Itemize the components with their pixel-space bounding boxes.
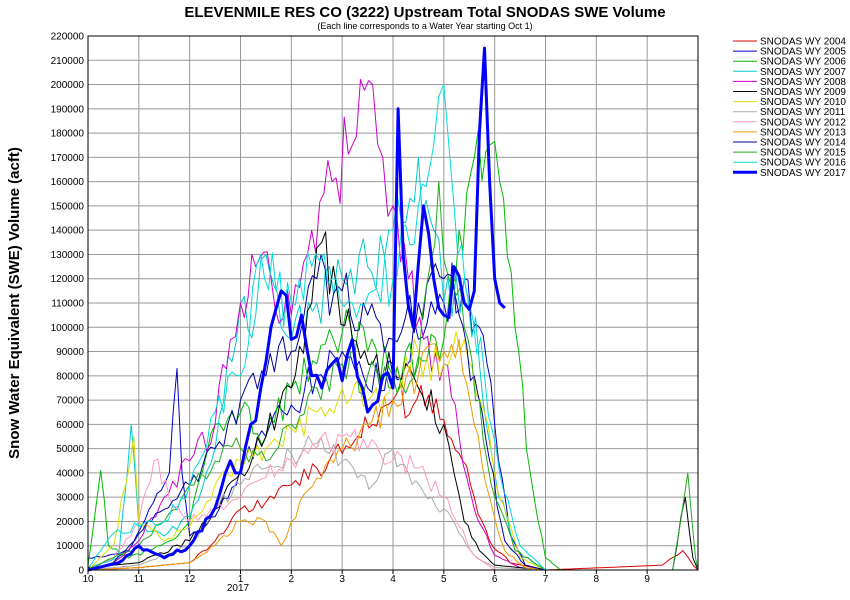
x-tick-label: 8 [594, 574, 600, 585]
y-tick-label: 40000 [56, 468, 84, 479]
x-axis-ticks: 10 11 12 1 2 3 4 5 6 7 8 9 [82, 570, 650, 585]
legend-entry: SNODAS WY 2012 [760, 117, 846, 128]
y-tick-label: 200000 [51, 80, 85, 91]
x-tick-label: 9 [644, 574, 650, 585]
x-tick-label: 11 [134, 574, 145, 585]
y-tick-label: 130000 [51, 250, 85, 261]
y-tick-label: 190000 [51, 104, 85, 115]
x-tick-label: 7 [543, 574, 549, 585]
y-tick-label: 210000 [51, 56, 85, 67]
plot-frame [87, 35, 699, 571]
y-axis-label: Snow Water Equivalent (SWE) Volume (acft… [6, 147, 23, 459]
chart-subtitle: (Each line corresponds to a Water Year s… [317, 21, 532, 31]
grid-lines [88, 36, 698, 570]
y-tick-label: 30000 [56, 493, 84, 504]
chart-title: ELEVENMILE RES CO (3222) Upstream Total … [184, 4, 665, 21]
legend-entry: SNODAS WY 2016 [760, 158, 846, 169]
y-tick-label: 60000 [56, 420, 84, 431]
x-tick-label: 6 [492, 574, 498, 585]
x-tick-label: 3 [339, 574, 345, 585]
y-tick-label: 170000 [51, 153, 85, 164]
legend-entry: SNODAS WY 2007 [760, 67, 846, 78]
y-tick-label: 50000 [56, 444, 84, 455]
y-axis-ticks: 0 10000 20000 30000 40000 50000 60000 70000 8000… [51, 32, 85, 577]
legend-entry: SNODAS WY 2014 [760, 138, 846, 149]
legend-entry: SNODAS WY 2017 [760, 168, 846, 179]
y-tick-label: 160000 [51, 177, 85, 188]
x-tick-label: 4 [390, 574, 396, 585]
y-tick-label: 220000 [51, 32, 85, 43]
legend-entry: SNODAS WY 2011 [760, 107, 846, 118]
x-tick-label: 1 [238, 574, 244, 585]
y-tick-label: 150000 [51, 201, 85, 212]
legend-entry: SNODAS WY 2013 [760, 127, 846, 138]
x-tick-label: 2 [289, 574, 295, 585]
y-tick-label: 10000 [56, 541, 84, 552]
legend-entry: SNODAS WY 2010 [760, 97, 846, 108]
y-tick-label: 110000 [51, 299, 84, 310]
y-tick-label: 70000 [56, 396, 84, 407]
legend-entry: SNODAS WY 2004 [760, 37, 846, 48]
legend-entry: SNODAS WY 2006 [760, 57, 846, 68]
legend-entry: SNODAS WY 2009 [760, 87, 846, 98]
y-tick-label: 20000 [56, 517, 84, 528]
y-tick-label: 100000 [51, 323, 85, 334]
y-tick-label: 80000 [56, 371, 84, 382]
series-line-wy-2017 [87, 46, 506, 572]
y-tick-label: 180000 [51, 129, 85, 140]
x-tick-label: 12 [184, 574, 196, 585]
x-tick-label: 10 [82, 574, 94, 585]
legend-entry: SNODAS WY 2005 [760, 47, 846, 58]
y-tick-label: 140000 [51, 226, 85, 237]
y-tick-label: 120000 [51, 274, 85, 285]
legend-entry: SNODAS WY 2015 [760, 148, 846, 159]
y-tick-label: 0 [78, 566, 84, 577]
y-tick-label: 90000 [56, 347, 84, 358]
x-year-label: 2017 [227, 583, 250, 594]
x-tick-label: 5 [441, 574, 447, 585]
legend-entry: SNODAS WY 2008 [760, 77, 846, 88]
